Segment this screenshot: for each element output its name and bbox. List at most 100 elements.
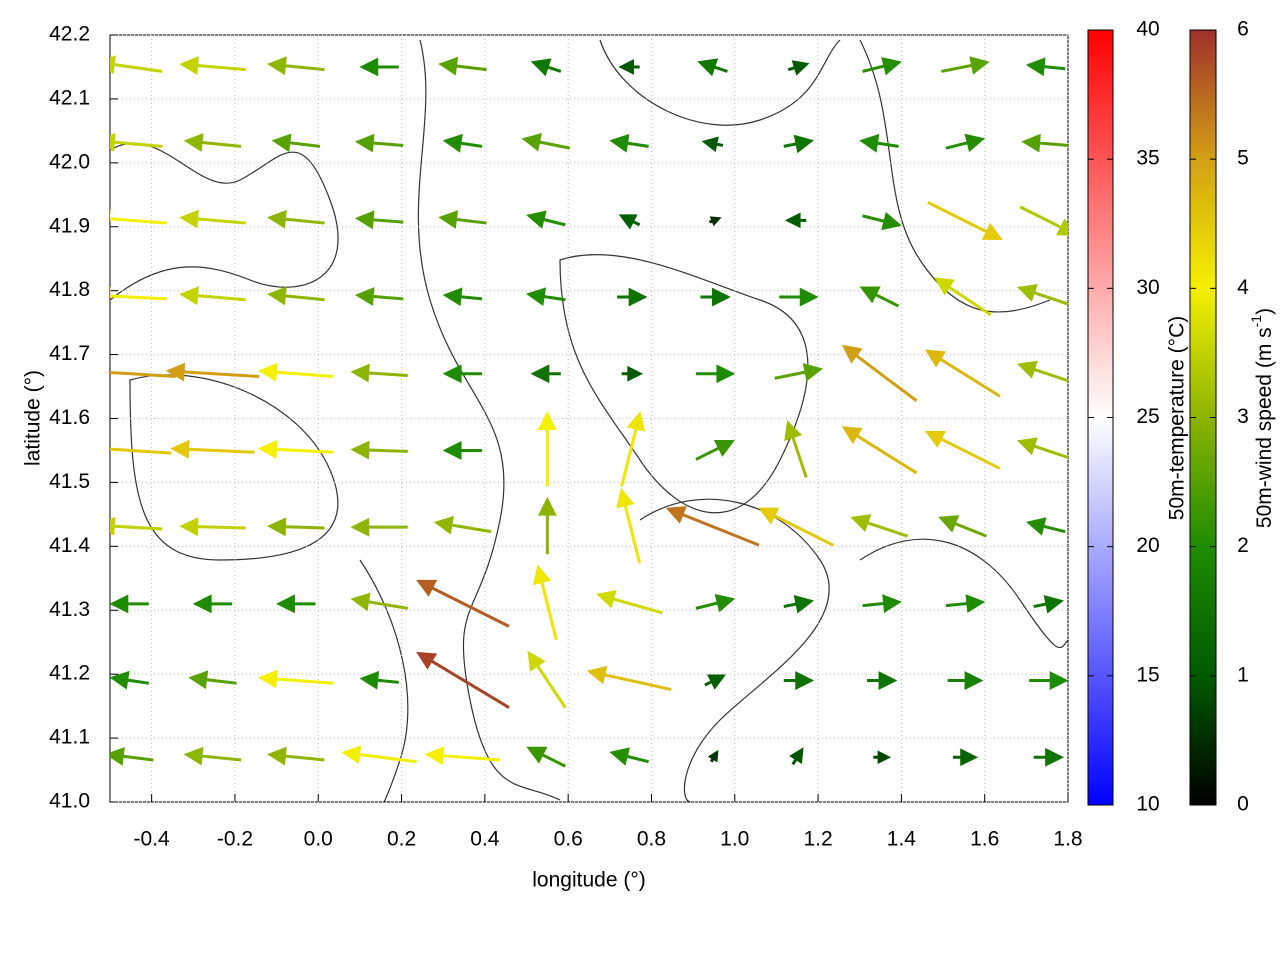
wind-label-main: 50m-wind speed (m s	[1253, 327, 1276, 528]
wind-arrow	[617, 287, 648, 307]
colorbar-tick-label: 0	[1237, 793, 1249, 816]
wind-arrow	[267, 209, 325, 229]
contour	[639, 498, 830, 802]
wind-label-end: )	[1253, 308, 1276, 315]
wind-arrow	[258, 440, 334, 459]
wind-arrow	[179, 56, 246, 75]
wind-arrow	[945, 594, 986, 613]
wind-arrow	[416, 651, 510, 709]
wind-arrow	[170, 439, 255, 459]
colorbar-tick-label: 6	[1237, 18, 1249, 41]
colorbar-tick-label: 1	[1237, 663, 1249, 686]
wind-arrow	[350, 363, 408, 383]
wind-arrow	[618, 59, 640, 75]
contour	[129, 374, 339, 561]
y-tick-label: 41.9	[49, 214, 90, 237]
colorbar-tick-label: 5	[1237, 147, 1249, 170]
wind-arrow	[1029, 671, 1068, 690]
y-tick-label: 41.3	[49, 598, 90, 621]
wind-arrow	[442, 287, 483, 307]
wind-label-sup: -1	[1248, 315, 1264, 328]
y-tick-label: 41.1	[49, 726, 90, 749]
wind-arrow	[924, 430, 1001, 470]
wind-arrow	[267, 56, 325, 76]
x-tick-label: 1.2	[803, 828, 832, 851]
colorbar-tick-label: 35	[1136, 147, 1159, 170]
contour	[559, 253, 809, 514]
wind-arrow	[526, 746, 567, 768]
wind-arrow	[110, 747, 154, 766]
y-tick-label: 41.4	[49, 534, 90, 557]
wind-arrow	[350, 517, 408, 537]
wind-arrow	[621, 365, 644, 382]
wind-arrow	[110, 594, 149, 614]
x-tick-label: 0.4	[470, 828, 500, 851]
wind-arrow	[873, 750, 892, 765]
wind-arrow	[110, 55, 163, 74]
wind-arrow	[110, 670, 150, 690]
wind-arrow	[695, 593, 736, 613]
x-tick-label: 1.4	[887, 828, 917, 851]
x-tick-label: 0.8	[637, 828, 666, 851]
wind-arrow	[188, 670, 237, 690]
wind-arrow	[532, 564, 558, 641]
colorbar-tick-label: 4	[1237, 276, 1249, 299]
x-tick-label: -0.2	[217, 828, 253, 851]
colorbar-tick-label: 10	[1136, 793, 1159, 816]
wind-arrow	[1021, 133, 1068, 153]
wind-arrow	[708, 216, 722, 227]
wind-arrow	[350, 440, 408, 460]
x-tick-label: 0.6	[554, 828, 583, 851]
wind-arrow	[183, 133, 242, 152]
wind-arrow	[438, 210, 487, 229]
plot-frame	[109, 34, 1069, 803]
wind-arrow	[267, 517, 325, 537]
wind-arrow	[267, 746, 325, 766]
colorbar-tick-label: 3	[1237, 405, 1249, 428]
wind-arrow	[1016, 360, 1068, 383]
x-tick-label: 1.6	[970, 828, 999, 851]
wind-arrow	[953, 748, 979, 767]
wind-arrow	[1033, 747, 1065, 767]
colorbar-tick-label: 20	[1136, 534, 1159, 557]
terrain-contours	[110, 39, 1068, 802]
wind-arrow	[862, 594, 902, 613]
x-tick-label: 0.2	[387, 828, 416, 851]
wind-arrow	[350, 592, 408, 612]
wind-arrow	[416, 579, 510, 628]
wind-arrow	[1033, 594, 1064, 614]
wind-arrow	[1025, 57, 1066, 77]
colorbar-tick-label: 2	[1237, 534, 1249, 557]
x-tick-label: 0.0	[304, 828, 333, 851]
wind-arrow	[183, 746, 242, 766]
wind-arrow	[110, 516, 163, 536]
x-tick-label: 1.8	[1053, 828, 1082, 851]
wind-arrow	[934, 277, 992, 317]
contour	[417, 39, 561, 801]
wind-arrow	[1016, 284, 1068, 306]
wind-arrow	[850, 514, 909, 538]
wind-arrow	[783, 594, 815, 614]
wind-arrow	[1016, 437, 1068, 459]
wind-arrow	[110, 286, 167, 303]
wind-arrow	[620, 411, 646, 487]
wind-arrow	[947, 671, 984, 690]
wind-arrow	[707, 749, 719, 763]
wind-arrow	[609, 133, 649, 153]
wind-arrow	[618, 214, 641, 230]
colorbar-tick-label: 40	[1136, 18, 1159, 41]
wind-arrow	[110, 209, 167, 225]
wind-arrow	[1025, 517, 1066, 536]
contour	[110, 142, 339, 301]
wind-arrow	[784, 212, 807, 229]
y-tick-label: 41.0	[49, 790, 90, 813]
wind-arrow	[537, 411, 557, 487]
contour	[359, 559, 409, 802]
wind-label: 50m-wind speed (m s-1)	[1248, 308, 1276, 528]
x-tick-label: 1.0	[720, 828, 749, 851]
wind-arrow	[354, 287, 404, 306]
wind-arrow	[258, 362, 334, 382]
wind-arrow	[1019, 205, 1068, 236]
wind-arrow	[927, 201, 1003, 240]
